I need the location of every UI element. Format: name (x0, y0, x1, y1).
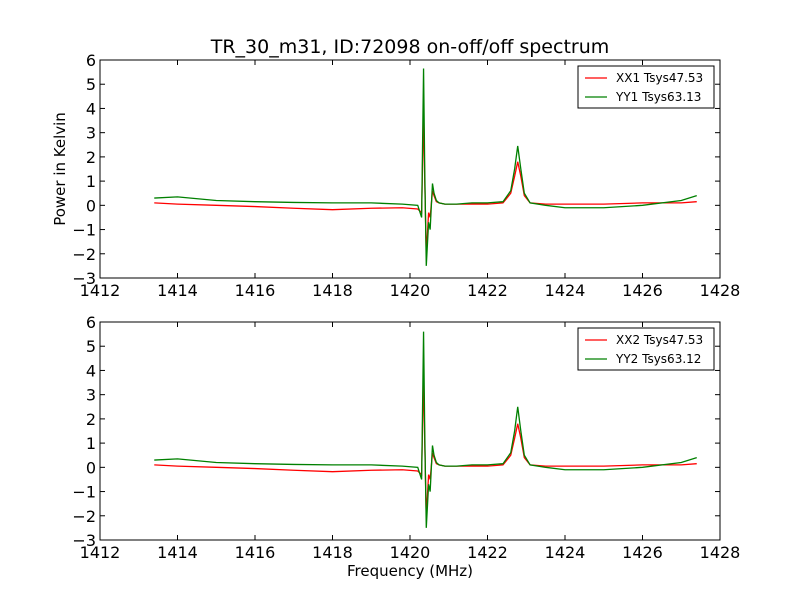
bottom-panel: 1412 1414 1416 1418 1420 1422 1424 1426 1428−3−2… (72, 313, 740, 562)
x-tick-label: 1420 (390, 543, 431, 562)
x-tick-label: 1422 (467, 543, 508, 562)
y-tick-label: −2 (72, 507, 96, 526)
y-tick-label: 4 (86, 361, 96, 380)
legend: XX2 Tsys47.53 YY2 Tsys63.12 (577, 327, 715, 371)
x-tick-label: 1426 (622, 543, 663, 562)
y-tick-label: 0 (86, 458, 96, 477)
x-axis-label: Frequency (MHz) (347, 562, 473, 580)
legend-label: XX1 Tsys47.53 (616, 71, 703, 85)
legend-box (577, 65, 715, 109)
x-tick-label: 1428 (700, 281, 741, 300)
legend-label: YY1 Tsys63.13 (615, 90, 701, 104)
chart-title: TR_30_m31, ID:72098 on-off/off spectrum (210, 36, 610, 58)
y-tick-label: 3 (86, 124, 96, 143)
y-axis-label: Power in Kelvin (51, 112, 69, 226)
y-tick-label: 5 (86, 337, 96, 356)
x-tick-label: 1420 (390, 281, 431, 300)
y-tick-label: 2 (86, 148, 96, 167)
y-tick-label: 4 (86, 99, 96, 118)
series-line-yy2 (154, 331, 697, 528)
x-tick-label: 1414 (157, 281, 198, 300)
y-tick-label: 2 (86, 410, 96, 429)
x-tick-label: 1414 (157, 543, 198, 562)
y-tick-label: 5 (86, 75, 96, 94)
x-tick-label: 1418 (312, 543, 353, 562)
y-tick-label: 3 (86, 386, 96, 405)
y-tick-label: −1 (72, 221, 96, 240)
x-tick-label: 1416 (235, 543, 276, 562)
y-tick-label: 1 (86, 434, 96, 453)
legend: XX1 Tsys47.53 YY1 Tsys63.13 (577, 65, 715, 109)
y-tick-label: 6 (86, 313, 96, 332)
y-tick-label: −3 (72, 531, 96, 550)
x-tick-label: 1412 (80, 281, 121, 300)
y-tick-label: 6 (86, 51, 96, 70)
y-tick-label: 1 (86, 172, 96, 191)
legend-box (577, 327, 715, 371)
x-tick-label: 1424 (545, 281, 586, 300)
y-tick-label: 0 (86, 196, 96, 215)
x-tick-label: 1424 (545, 543, 586, 562)
series-line-yy1 (154, 68, 697, 266)
x-tick-label: 1426 (622, 281, 663, 300)
y-tick-label: −1 (72, 483, 96, 502)
x-tick-label: 1428 (700, 543, 741, 562)
x-tick-label: 1412 (80, 543, 121, 562)
x-tick-label: 1418 (312, 281, 353, 300)
legend-label: XX2 Tsys47.53 (616, 333, 703, 347)
y-tick-label: −3 (72, 269, 96, 288)
x-tick-label: 1416 (235, 281, 276, 300)
legend-label: YY2 Tsys63.12 (615, 352, 701, 366)
x-tick-label: 1422 (467, 281, 508, 300)
top-panel: 1412 1414 1416 1418 1420 1422 1424 1426 1428−3−2… (72, 51, 740, 300)
y-tick-label: −2 (72, 245, 96, 264)
